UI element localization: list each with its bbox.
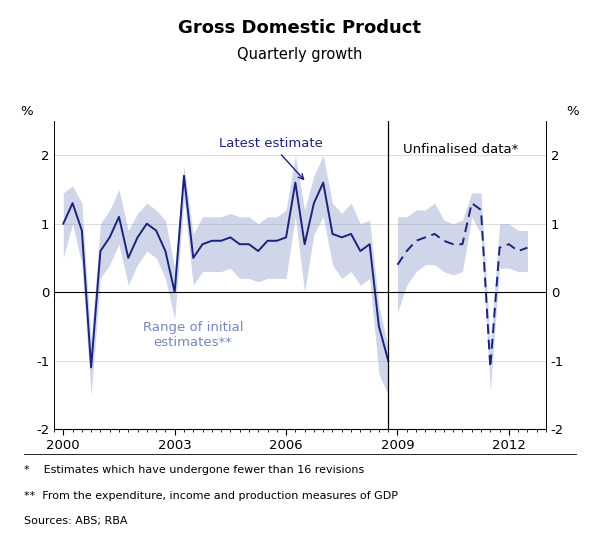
Text: *    Estimates which have undergone fewer than 16 revisions: * Estimates which have undergone fewer t… <box>24 465 364 475</box>
Text: Latest estimate: Latest estimate <box>219 137 323 179</box>
Text: %: % <box>20 105 33 118</box>
Text: %: % <box>567 105 580 118</box>
Text: **  From the expenditure, income and production measures of GDP: ** From the expenditure, income and prod… <box>24 491 398 501</box>
Text: Sources: ABS; RBA: Sources: ABS; RBA <box>24 516 128 526</box>
Text: Range of initial
estimates**: Range of initial estimates** <box>143 321 244 349</box>
Text: Gross Domestic Product: Gross Domestic Product <box>179 19 421 37</box>
Text: Quarterly growth: Quarterly growth <box>238 47 362 62</box>
Text: Unfinalised data*: Unfinalised data* <box>403 143 518 156</box>
